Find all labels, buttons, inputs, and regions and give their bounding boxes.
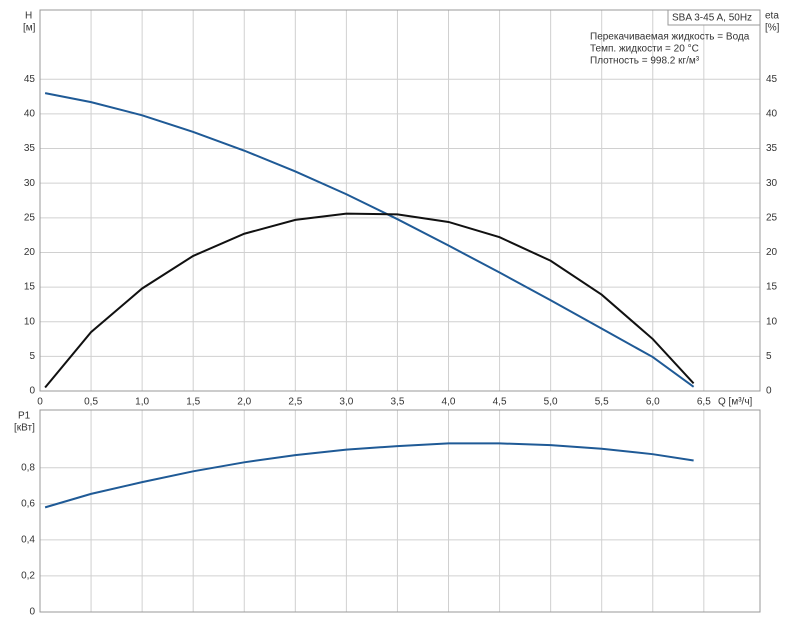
y2-tick-label: 15 bbox=[766, 282, 778, 293]
y-axis-unit: [кВт] bbox=[14, 423, 35, 434]
y2-tick-label: 10 bbox=[766, 316, 778, 327]
y2-tick-label: 25 bbox=[766, 212, 778, 223]
note: Перекачиваемая жидкость = Вода bbox=[590, 32, 750, 43]
curve bbox=[44, 442, 694, 509]
y-tick-label: 0,2 bbox=[21, 571, 35, 582]
x-tick-label: 2,5 bbox=[288, 397, 302, 408]
x-tick-label: 1,0 bbox=[135, 397, 149, 408]
y-tick-label: 25 bbox=[24, 212, 36, 223]
x-axis-label: Q [м³/ч] bbox=[718, 397, 753, 408]
note: Плотность = 998.2 кг/м³ bbox=[590, 56, 700, 67]
y-tick-label: 5 bbox=[29, 351, 35, 362]
x-tick-label: 4,0 bbox=[442, 397, 456, 408]
plot-frame bbox=[39, 9, 761, 392]
y-tick-label: 10 bbox=[24, 316, 36, 327]
y-tick-label: 40 bbox=[24, 109, 36, 120]
y2-tick-label: 35 bbox=[766, 143, 778, 154]
y-axis-label: P1 bbox=[18, 411, 31, 422]
y2-tick-label: 5 bbox=[766, 351, 772, 362]
y-tick-label: 20 bbox=[24, 247, 36, 258]
y-tick-label: 0,4 bbox=[21, 534, 35, 545]
plot-frame bbox=[39, 409, 761, 613]
x-tick-label: 1,5 bbox=[186, 397, 200, 408]
title-box bbox=[667, 9, 761, 26]
y-axis-label: H bbox=[25, 11, 32, 22]
x-tick-label: 6,5 bbox=[697, 397, 711, 408]
curve bbox=[44, 212, 695, 389]
x-tick-label: 5,0 bbox=[544, 397, 558, 408]
y-axis-unit: [м] bbox=[23, 23, 36, 34]
y2-tick-label: 0 bbox=[766, 386, 772, 397]
y2-tick-label: 40 bbox=[766, 109, 778, 120]
y-tick-label: 15 bbox=[24, 282, 36, 293]
y-tick-label: 0,8 bbox=[21, 462, 35, 473]
x-tick-label: 3,0 bbox=[339, 397, 353, 408]
x-tick-label: 5,5 bbox=[595, 397, 609, 408]
y-tick-label: 45 bbox=[24, 74, 36, 85]
chart-title: SBA 3-45 A, 50Hz bbox=[672, 13, 752, 24]
y2-tick-label: 30 bbox=[766, 178, 778, 189]
y2-axis-unit: [%] bbox=[765, 23, 780, 34]
y-tick-label: 30 bbox=[24, 178, 36, 189]
y-tick-label: 0 bbox=[29, 386, 35, 397]
x-tick-label: 3,5 bbox=[390, 397, 404, 408]
y-tick-label: 35 bbox=[24, 143, 36, 154]
x-tick-label: 2,0 bbox=[237, 397, 251, 408]
x-tick-label: 0 bbox=[37, 397, 43, 408]
x-tick-label: 4,5 bbox=[493, 397, 507, 408]
note: Темп. жидкости = 20 °C bbox=[590, 44, 699, 55]
y2-axis-label: eta bbox=[765, 11, 779, 22]
y-tick-label: 0,6 bbox=[21, 498, 35, 509]
x-tick-label: 0,5 bbox=[84, 397, 98, 408]
y2-tick-label: 45 bbox=[766, 74, 778, 85]
y-tick-label: 0 bbox=[29, 607, 35, 618]
curve bbox=[44, 92, 695, 388]
y2-tick-label: 20 bbox=[766, 247, 778, 258]
x-tick-label: 6,0 bbox=[646, 397, 660, 408]
